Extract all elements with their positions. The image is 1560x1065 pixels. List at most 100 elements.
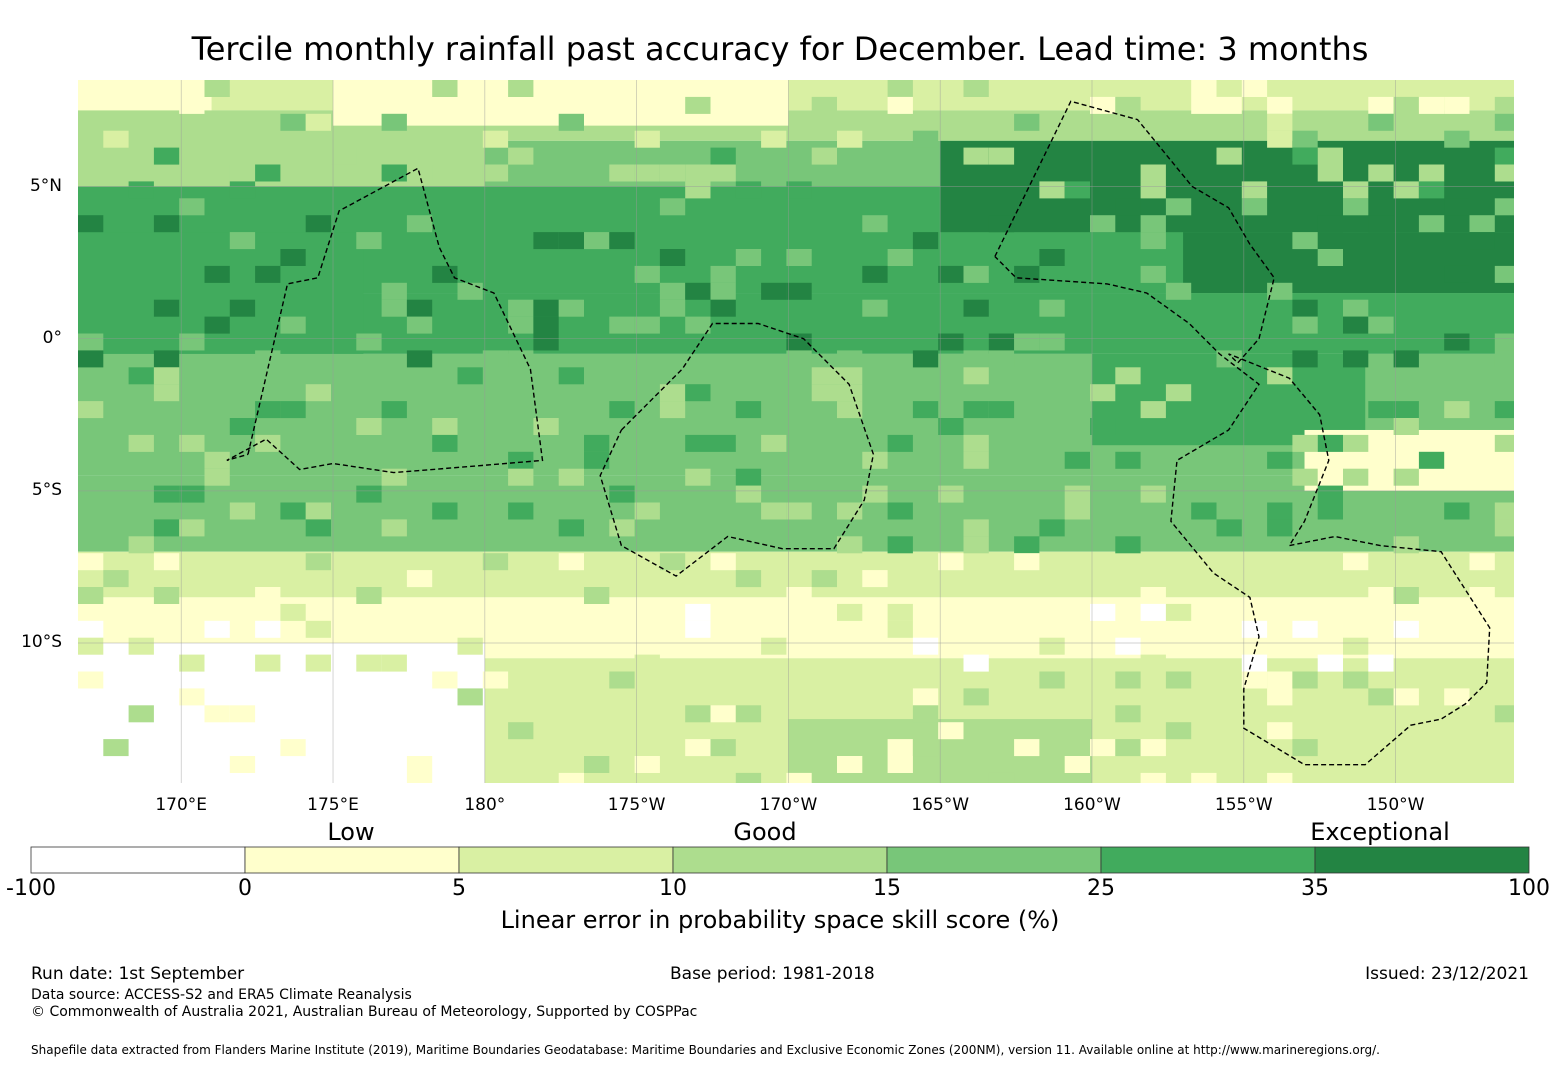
grid-cell bbox=[837, 756, 863, 773]
grid-cell bbox=[128, 80, 154, 97]
grid-cell bbox=[710, 299, 736, 317]
grid-cell bbox=[1393, 620, 1419, 638]
grid-cell bbox=[1343, 637, 1369, 655]
grid-cell bbox=[128, 367, 154, 385]
grid-cell bbox=[837, 502, 863, 520]
grid-cell bbox=[558, 772, 584, 783]
grid-cell bbox=[229, 756, 256, 773]
grid-cell bbox=[862, 485, 888, 503]
grid-cell bbox=[1267, 113, 1293, 131]
grid-cell bbox=[862, 570, 888, 588]
grid-cell bbox=[229, 232, 256, 250]
grid-cell bbox=[432, 418, 458, 435]
grid-cell bbox=[1368, 688, 1394, 706]
grid-cell bbox=[1368, 316, 1394, 334]
grid-cell bbox=[1494, 164, 1514, 182]
grid-cell bbox=[912, 739, 939, 757]
grid-cell bbox=[659, 553, 686, 571]
grid-cell bbox=[609, 232, 635, 250]
grid-cell bbox=[1343, 181, 1369, 199]
grid-cell bbox=[811, 96, 837, 114]
grid-cell bbox=[305, 620, 331, 638]
grid-cell bbox=[558, 553, 584, 571]
grid-cell bbox=[1115, 739, 1141, 757]
grid-cell bbox=[78, 215, 104, 233]
grid-cell bbox=[255, 654, 281, 672]
grid-cell bbox=[204, 468, 230, 486]
grid-cell bbox=[786, 772, 812, 783]
grid-cell bbox=[406, 756, 433, 773]
grid-cell bbox=[1115, 198, 1141, 216]
colorbar-tick-label: -100 bbox=[6, 876, 56, 901]
grid-cell bbox=[255, 620, 281, 638]
grid-cell bbox=[1292, 130, 1318, 148]
grid-cell bbox=[204, 705, 230, 723]
grid-cell bbox=[837, 384, 863, 402]
grid-cell bbox=[1115, 96, 1141, 114]
grid-cell bbox=[1140, 265, 1166, 283]
grid-cell bbox=[685, 620, 711, 638]
grid-cell bbox=[786, 587, 812, 604]
grid-cell bbox=[938, 265, 964, 283]
eez-boundary bbox=[599, 322, 875, 577]
grid-cell bbox=[837, 130, 863, 148]
grid-cell bbox=[685, 282, 711, 300]
grid-cell bbox=[887, 739, 913, 757]
grid-cell bbox=[1393, 536, 1419, 554]
grid-cell bbox=[508, 316, 534, 334]
grid-cell bbox=[381, 299, 407, 317]
grid-cell bbox=[1064, 181, 1090, 199]
grid-cell bbox=[938, 418, 964, 435]
grid-cell bbox=[128, 705, 154, 723]
grid-cell bbox=[1115, 671, 1141, 689]
grid-cell bbox=[1393, 350, 1419, 368]
grid-cell bbox=[685, 316, 711, 334]
grid-cell bbox=[710, 282, 736, 300]
grid-cell bbox=[406, 96, 433, 114]
grid-cell bbox=[179, 688, 205, 706]
grid-cell bbox=[558, 519, 584, 537]
grid-cell bbox=[988, 147, 1015, 165]
grid-cell bbox=[204, 164, 230, 182]
grid-cell bbox=[811, 384, 837, 402]
grid-cell bbox=[786, 181, 812, 199]
grid-cell bbox=[609, 316, 635, 334]
grid-cell bbox=[78, 637, 104, 655]
grid-cell bbox=[912, 401, 939, 419]
grid-cell bbox=[862, 451, 888, 469]
grid-cell bbox=[1292, 468, 1318, 486]
grid-cell bbox=[786, 350, 812, 368]
grid-cell bbox=[406, 350, 433, 368]
grid-cell bbox=[710, 434, 736, 452]
grid-cell bbox=[128, 536, 154, 554]
grid-cell bbox=[1191, 502, 1217, 520]
grid-cell bbox=[1140, 401, 1166, 419]
grid-cell bbox=[912, 705, 939, 723]
grid-cell bbox=[609, 96, 635, 114]
grid-cell bbox=[1064, 451, 1090, 469]
grid-cell bbox=[1115, 367, 1141, 385]
base-period: Base period: 1981-2018 bbox=[670, 964, 875, 984]
grid-cell bbox=[634, 130, 660, 148]
grid-cell bbox=[1444, 96, 1470, 114]
grid-cell bbox=[1191, 80, 1217, 97]
grid-cell bbox=[331, 147, 357, 165]
grid-cell bbox=[153, 215, 180, 233]
grid-cell bbox=[862, 215, 888, 233]
grid-cell bbox=[988, 333, 1015, 351]
grid-cell bbox=[1267, 130, 1293, 148]
grid-cell bbox=[381, 164, 407, 182]
grid-cell bbox=[103, 130, 129, 148]
grid-cell bbox=[558, 367, 584, 385]
grid-cell bbox=[1469, 232, 1495, 250]
grid-cell bbox=[1444, 198, 1470, 216]
grid-cell bbox=[1267, 722, 1293, 740]
grid-cell bbox=[1090, 603, 1116, 621]
grid-cell bbox=[381, 401, 407, 419]
grid-cell bbox=[1494, 198, 1514, 216]
grid-cell bbox=[963, 654, 989, 672]
grid-cell bbox=[1292, 739, 1318, 757]
grid-cell bbox=[179, 485, 205, 503]
grid-cell bbox=[887, 502, 913, 520]
grid-cell bbox=[887, 249, 913, 266]
